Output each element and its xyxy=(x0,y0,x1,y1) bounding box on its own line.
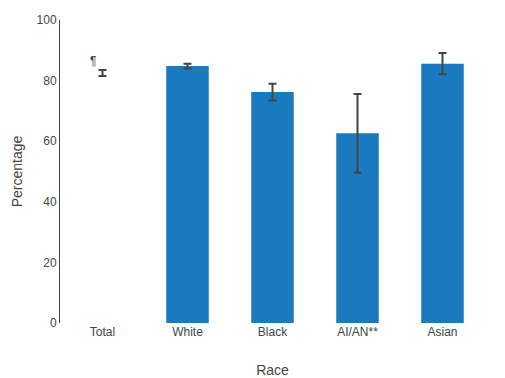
svg-text:¶: ¶ xyxy=(90,54,96,68)
svg-text:Asian: Asian xyxy=(427,325,457,339)
svg-text:White: White xyxy=(172,325,203,339)
svg-text:AI/AN**: AI/AN** xyxy=(337,325,378,339)
svg-text:0: 0 xyxy=(50,316,57,330)
svg-text:60: 60 xyxy=(43,134,57,148)
svg-text:40: 40 xyxy=(43,195,57,209)
svg-text:Black: Black xyxy=(258,325,288,339)
svg-text:Race: Race xyxy=(256,362,289,378)
svg-text:20: 20 xyxy=(43,256,57,270)
svg-text:100: 100 xyxy=(37,13,57,27)
svg-text:Total: Total xyxy=(90,325,115,339)
svg-text:Percentage: Percentage xyxy=(9,135,25,207)
svg-text:80: 80 xyxy=(43,74,57,88)
